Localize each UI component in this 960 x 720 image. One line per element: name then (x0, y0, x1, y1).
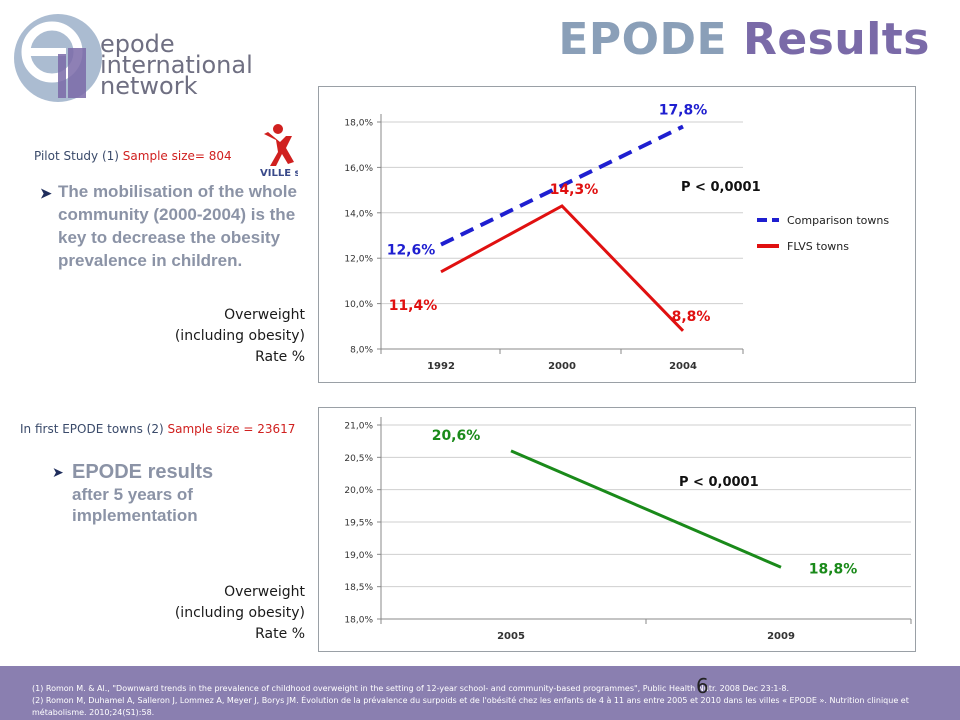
rate-label-top: Overweight (including obesity) Rate % (150, 305, 305, 368)
y-tick-label: 20,5% (344, 454, 373, 464)
data-label: 8,8% (672, 309, 711, 325)
bullet-mobilisation: ➤ The mobilisation of the whole communit… (40, 180, 308, 272)
series-line-flvs-towns (440, 204, 685, 332)
series-line-0 (510, 449, 782, 569)
references: (1) Romon M. & Al., "Downward trends in … (32, 683, 932, 719)
pilot-study-label: Pilot Study (1) Sample size= 804 (34, 149, 232, 163)
title-part-2: Results (742, 14, 930, 65)
footer-divider (0, 664, 960, 667)
rate-line-1: Overweight (224, 307, 305, 323)
bullet-epode-subtitle: after 5 years of implementation (72, 485, 198, 525)
reference-2: (2) Romon M, Duhamel A, Salleron J, Lomm… (32, 696, 909, 717)
legend-label: FLVS towns (787, 240, 849, 253)
bullet-arrow-icon: ➤ (40, 185, 52, 201)
bullet-mobilisation-text: The mobilisation of the whole community … (58, 182, 297, 270)
title-part-1: EPODE (558, 14, 728, 65)
pilot-study-text: Pilot Study (1) (34, 149, 119, 163)
data-label: 18,8% (809, 561, 858, 577)
y-tick-label: 18,5% (344, 583, 373, 593)
y-tick-label: 8,0% (350, 346, 373, 356)
bullet-epode-title: EPODE results (72, 461, 214, 483)
first-towns-sample-size: Sample size = 23617 (167, 422, 296, 436)
bullet-epode-results: ➤ EPODE results after 5 years of impleme… (52, 460, 312, 526)
series-line-comparison-towns (440, 124, 684, 247)
chart-pilot: 8,0% 10,0% 12,0% 14,0% 16,0% 18,0% 1992 2000 200… (344, 103, 889, 372)
rate-line-3: Rate % (255, 626, 305, 642)
x-tick-label: 2000 (548, 361, 576, 372)
y-tick-label: 16,0% (344, 164, 373, 174)
x-tick-label: 1992 (427, 361, 455, 372)
y-tick-label: 14,0% (344, 209, 373, 219)
data-label: 20,6% (432, 428, 481, 444)
y-tick-label: 10,0% (344, 300, 373, 310)
rate-line-2: (including obesity) (174, 328, 305, 344)
p-value-annotation: P < 0,0001 (681, 180, 761, 195)
bullet-arrow-icon: ➤ (52, 464, 64, 480)
rate-line-1: Overweight (224, 584, 305, 600)
y-tick-label: 20,0% (344, 486, 373, 496)
p-value-annotation: P < 0,0001 (679, 475, 759, 490)
rate-line-2: (including obesity) (174, 605, 305, 621)
legend-label: Comparison towns (787, 214, 889, 227)
logo-line: network (100, 72, 198, 100)
badge-figure-icon: VILLE santé (260, 124, 326, 179)
page-number: 6 (696, 674, 709, 698)
slide-title: EPODE Results (558, 14, 930, 65)
y-tick-label: 21,0% (344, 422, 373, 432)
reference-1: (1) Romon M. & Al., "Downward trends in … (32, 684, 790, 693)
first-towns-text: In first EPODE towns (2) (20, 422, 164, 436)
footer-band (0, 666, 960, 720)
chart-epode-box: 18,0% 18,5% 19,0% 19,5% 20,0% 20,5% 21,0% 2005 2… (318, 407, 916, 652)
logo-mark (14, 14, 102, 102)
first-towns-label: In first EPODE towns (2) Sample size = 2… (20, 422, 295, 436)
y-tick-label: 19,0% (344, 551, 373, 561)
rate-label-bottom: Overweight (including obesity) Rate % (150, 582, 305, 645)
y-tick-label: 19,5% (344, 519, 373, 529)
data-label: 11,4% (389, 298, 438, 314)
epode-logo (12, 8, 272, 108)
logo-wordmark: epode international network (100, 30, 253, 100)
logo-line: epode (100, 30, 175, 58)
data-label: 17,8% (659, 103, 708, 119)
pilot-sample-size: Sample size= 804 (122, 149, 232, 163)
chart-epode: 18,0% 18,5% 19,0% 19,5% 20,0% 20,5% 21,0% 2005 2… (344, 417, 912, 642)
badge-text: VILLE santé (260, 167, 298, 178)
x-tick-label: 2009 (767, 631, 795, 642)
rate-line-3: Rate % (255, 349, 305, 365)
y-tick-label: 18,0% (344, 119, 373, 129)
ville-sante-badge: VILLE santé (258, 122, 326, 179)
data-label: 12,6% (387, 243, 436, 259)
chart-pilot-box: 8,0% 10,0% 12,0% 14,0% 16,0% 18,0% 1992 2000 200… (318, 86, 916, 383)
data-label: 14,3% (550, 182, 599, 198)
x-tick-label: 2005 (497, 631, 525, 642)
y-tick-label: 18,0% (344, 616, 373, 626)
logo-line: international (100, 51, 253, 79)
x-tick-label: 2004 (669, 361, 697, 372)
y-tick-label: 12,0% (344, 255, 373, 265)
